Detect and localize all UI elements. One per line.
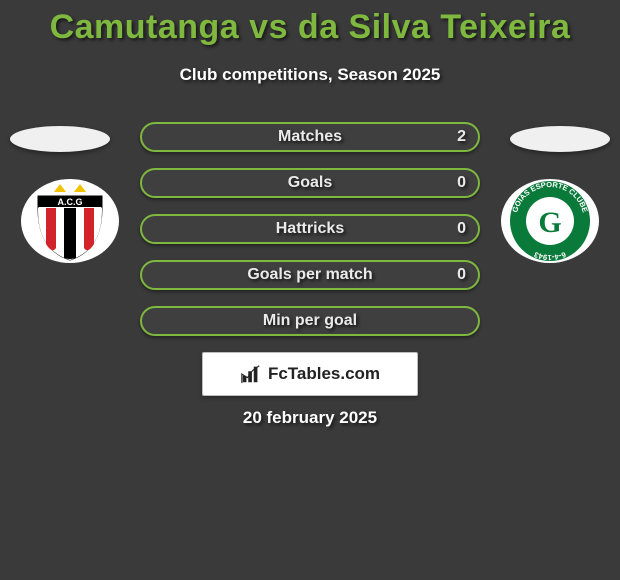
stat-label: Matches — [142, 124, 478, 150]
club-badge-right: GOIÁS ESPORTE CLUBE 6-4-1943 G — [500, 178, 600, 264]
date-text: 20 february 2025 — [0, 408, 620, 428]
fctables-link[interactable]: FcTables.com — [202, 352, 418, 396]
stat-row: Goals per match 0 — [140, 260, 480, 290]
stat-value-right: 0 — [457, 170, 466, 196]
player-photo-placeholder-right — [510, 126, 610, 152]
stat-label: Hattricks — [142, 216, 478, 242]
stat-row: Matches 2 — [140, 122, 480, 152]
stat-row: Goals 0 — [140, 168, 480, 198]
stat-label: Goals — [142, 170, 478, 196]
stat-value-right: 2 — [457, 124, 466, 150]
stat-value-right: 0 — [457, 216, 466, 242]
stat-label: Goals per match — [142, 262, 478, 288]
page-title: Camutanga vs da Silva Teixeira — [0, 0, 620, 47]
club-badge-left: A.C.G — [20, 178, 120, 264]
club-badge-right-g: G — [538, 206, 561, 239]
stat-list: Matches 2 Goals 0 Hattricks 0 Goals per … — [140, 122, 480, 352]
stat-row: Hattricks 0 — [140, 214, 480, 244]
club-badge-left-text: A.C.G — [57, 197, 82, 207]
player-photo-placeholder-left — [10, 126, 110, 152]
bar-chart-icon — [240, 363, 262, 385]
stat-row: Min per goal — [140, 306, 480, 336]
fctables-brand-text: FcTables.com — [268, 364, 380, 384]
page-subtitle: Club competitions, Season 2025 — [0, 65, 620, 85]
stat-value-right: 0 — [457, 262, 466, 288]
stat-label: Min per goal — [142, 308, 478, 334]
